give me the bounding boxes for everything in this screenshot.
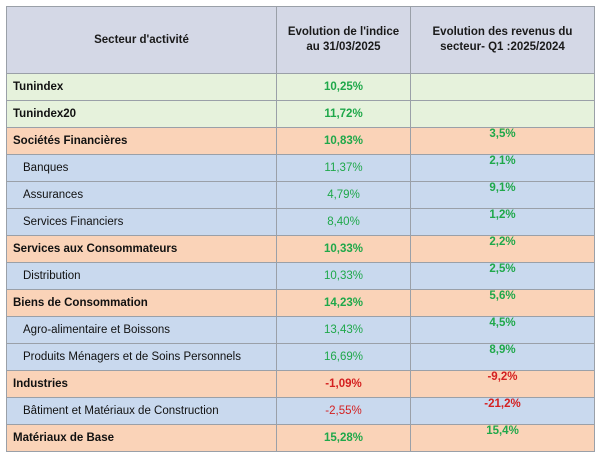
index-evolution-cell: 11,72%: [276, 100, 411, 128]
sector-name-cell: Tunindex20: [6, 100, 277, 128]
index-evolution-cell: 11,37%: [276, 154, 411, 182]
index-evolution-cell: 13,43%: [276, 316, 411, 344]
index-evolution-cell: 14,23%: [276, 289, 411, 317]
sector-name-cell: Industries: [6, 370, 277, 398]
revenue-evolution-cell: -9,2%: [410, 370, 595, 398]
index-evolution-cell: 10,83%: [276, 127, 411, 155]
index-evolution-cell: 16,69%: [276, 343, 411, 371]
header-revenue-evolution: Evolution des revenus du secteur- Q1 :20…: [410, 6, 595, 74]
table-row: Sociétés Financières 10,83% 3,5%: [6, 127, 595, 155]
header-index-evolution: Evolution de l'indice au 31/03/2025: [276, 6, 411, 74]
table-row: Banques 11,37% 2,1%: [6, 154, 595, 182]
revenue-evolution-cell: 4,5%: [410, 316, 595, 344]
index-evolution-cell: 10,25%: [276, 73, 411, 101]
sector-name-cell: Tunindex: [6, 73, 277, 101]
sector-name-cell: Assurances: [6, 181, 277, 209]
revenue-evolution-cell: 15,4%: [410, 424, 595, 452]
revenue-evolution-cell: -21,2%: [410, 397, 595, 425]
sector-performance-table: Secteur d'activité Evolution de l'indice…: [6, 6, 595, 452]
sector-name-cell: Produits Ménagers et de Soins Personnels: [6, 343, 277, 371]
sector-name-cell: Agro-alimentaire et Boissons: [6, 316, 277, 344]
revenue-evolution-cell: 2,2%: [410, 235, 595, 263]
revenue-evolution-cell: 9,1%: [410, 181, 595, 209]
table-row: Bâtiment et Matériaux de Construction -2,…: [6, 397, 595, 425]
revenue-evolution-cell: [410, 73, 595, 101]
sector-name-cell: Biens de Consommation: [6, 289, 277, 317]
index-evolution-cell: 10,33%: [276, 262, 411, 290]
revenue-evolution-cell: 5,6%: [410, 289, 595, 317]
sector-name-cell: Matériaux de Base: [6, 424, 277, 452]
table-row: Assurances 4,79% 9,1%: [6, 181, 595, 209]
table-row: Biens de Consommation 14,23% 5,6%: [6, 289, 595, 317]
sector-name-cell: Sociétés Financières: [6, 127, 277, 155]
table-row: Services Financiers 8,40% 1,2%: [6, 208, 595, 236]
index-evolution-cell: 4,79%: [276, 181, 411, 209]
sector-name-cell: Bâtiment et Matériaux de Construction: [6, 397, 277, 425]
table-body: Tunindex 10,25% Tunindex20 11,72% Sociétés F…: [6, 73, 595, 452]
table-row: Industries -1,09% -9,2%: [6, 370, 595, 398]
revenue-evolution-cell: 3,5%: [410, 127, 595, 155]
index-evolution-cell: 10,33%: [276, 235, 411, 263]
sector-name-cell: Services Financiers: [6, 208, 277, 236]
table-row: Agro-alimentaire et Boissons 13,43% 4,5%: [6, 316, 595, 344]
table-row: Services aux Consommateurs 10,33% 2,2%: [6, 235, 595, 263]
table-row: Produits Ménagers et de Soins Personnels…: [6, 343, 595, 371]
sector-name-cell: Services aux Consommateurs: [6, 235, 277, 263]
table-row: Matériaux de Base 15,28% 15,4%: [6, 424, 595, 452]
table-row: Tunindex20 11,72%: [6, 100, 595, 128]
index-evolution-cell: 15,28%: [276, 424, 411, 452]
sector-name-cell: Banques: [6, 154, 277, 182]
table-row: Tunindex 10,25%: [6, 73, 595, 101]
revenue-evolution-cell: 2,5%: [410, 262, 595, 290]
table-row: Distribution 10,33% 2,5%: [6, 262, 595, 290]
sector-name-cell: Distribution: [6, 262, 277, 290]
index-evolution-cell: -2,55%: [276, 397, 411, 425]
table-header-row: Secteur d'activité Evolution de l'indice…: [6, 6, 595, 74]
index-evolution-cell: -1,09%: [276, 370, 411, 398]
revenue-evolution-cell: 2,1%: [410, 154, 595, 182]
revenue-evolution-cell: [410, 100, 595, 128]
revenue-evolution-cell: 8,9%: [410, 343, 595, 371]
header-sector: Secteur d'activité: [6, 6, 277, 74]
revenue-evolution-cell: 1,2%: [410, 208, 595, 236]
index-evolution-cell: 8,40%: [276, 208, 411, 236]
